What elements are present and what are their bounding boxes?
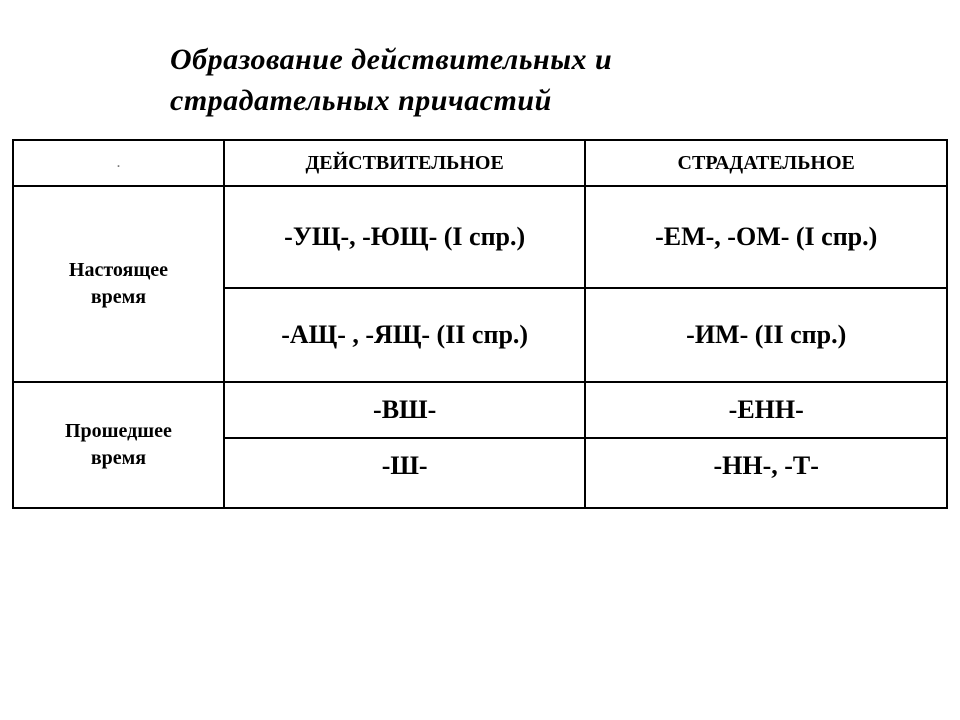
header-passive: СТРАДАТЕЛЬНОЕ (585, 140, 947, 186)
spacer-cell (224, 493, 586, 508)
rowlabel-present-l2: время (91, 286, 146, 308)
table-row: Прошедшее время -ВШ- -ЕНН- (13, 382, 947, 438)
rowlabel-past-l1: Прошедшее (65, 420, 172, 442)
table-row: Настоящее время -УЩ-, -ЮЩ- (I спр.) -ЕМ-… (13, 186, 947, 288)
cell-past-passive-2: -НН-, -Т- (585, 438, 947, 493)
page-title: Образование действительных и страдательн… (170, 40, 810, 121)
rowlabel-past: Прошедшее время (13, 382, 224, 508)
header-corner: . (13, 140, 224, 186)
cell-past-passive-1: -ЕНН- (585, 382, 947, 438)
table-wrap: . ДЕЙСТВИТЕЛЬНОЕ СТРАДАТЕЛЬНОЕ Настоящее… (12, 139, 948, 509)
cell-present-passive-1: -ЕМ-, -ОМ- (I спр.) (585, 186, 947, 288)
title-line-1: Образование действительных и (170, 43, 612, 76)
rowlabel-present-l1: Настоящее (69, 259, 168, 281)
cell-present-active-2: -АЩ- , -ЯЩ- (II спр.) (224, 288, 586, 382)
table-header-row: . ДЕЙСТВИТЕЛЬНОЕ СТРАДАТЕЛЬНОЕ (13, 140, 947, 186)
cell-past-active-2: -Ш- (224, 438, 586, 493)
title-line-2: страдательных причастий (170, 84, 552, 117)
cell-past-active-1: -ВШ- (224, 382, 586, 438)
page: Образование действительных и страдательн… (0, 0, 960, 720)
header-active: ДЕЙСТВИТЕЛЬНОЕ (224, 140, 586, 186)
rowlabel-past-l2: время (91, 447, 146, 469)
cell-present-active-1: -УЩ-, -ЮЩ- (I спр.) (224, 186, 586, 288)
cell-present-passive-2: -ИМ- (II спр.) (585, 288, 947, 382)
participle-table: . ДЕЙСТВИТЕЛЬНОЕ СТРАДАТЕЛЬНОЕ Настоящее… (12, 139, 948, 509)
rowlabel-present: Настоящее время (13, 186, 224, 382)
spacer-cell (585, 493, 947, 508)
